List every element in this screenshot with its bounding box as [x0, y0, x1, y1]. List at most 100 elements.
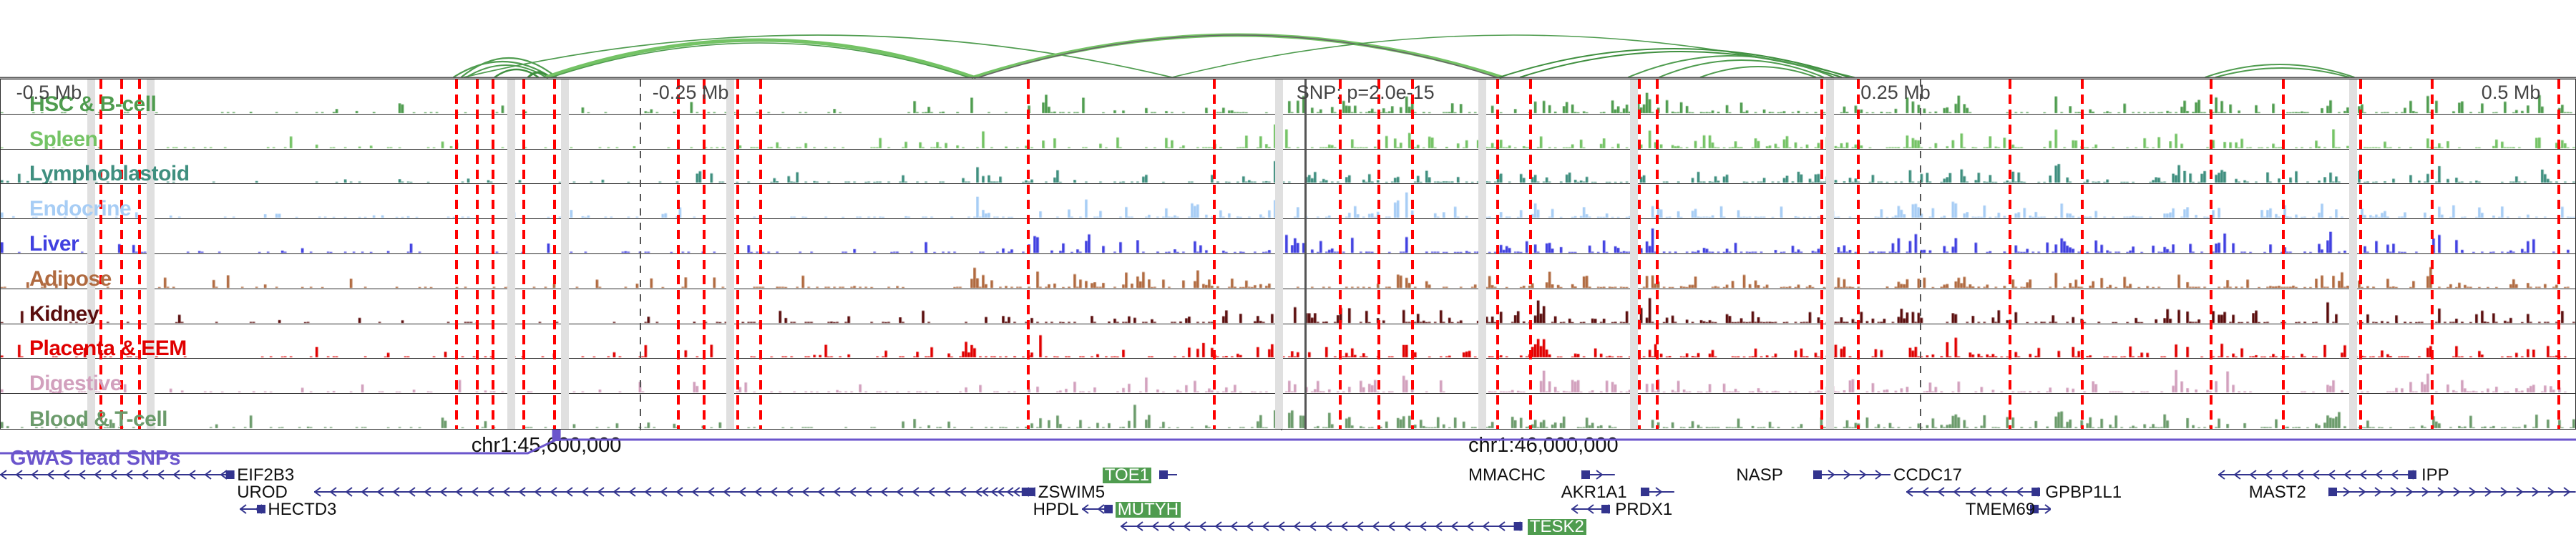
loop-arc	[978, 34, 1497, 78]
loop-arc	[463, 34, 1173, 78]
gene-body[interactable]	[2029, 501, 2051, 517]
gene-annotation[interactable]: TESK2	[1527, 518, 1586, 535]
gene-body[interactable]	[1159, 467, 1178, 483]
gene-body[interactable]	[239, 501, 265, 517]
loop-arc	[460, 57, 557, 78]
gene-annotation-panel: GWAS lead SNPs chr1:45,600,000 chr1:46,0…	[0, 430, 2576, 537]
gene-annotation[interactable]: ZSWIM5	[1038, 482, 1106, 502]
gene-annotation[interactable]: IPP	[2421, 465, 2449, 485]
signal-track-endocrine[interactable]: Endocrine	[1, 184, 2575, 220]
gene-body[interactable]	[0, 467, 235, 483]
loop-arc	[1498, 48, 1850, 78]
gene-name-label[interactable]: GPBP1L1	[2045, 482, 2122, 502]
gene-annotation[interactable]: GPBP1L1	[2045, 482, 2122, 502]
loop-arc	[1627, 55, 1835, 78]
loop-arc	[2215, 67, 2350, 78]
loop-arc	[494, 68, 540, 78]
gene-name-label[interactable]: TMEM69	[1965, 499, 2036, 519]
signal-histogram	[1, 324, 2575, 359]
axis-label: -0.25 Mb	[652, 82, 729, 103]
gene-name-label[interactable]: CCDC17	[1893, 465, 1963, 485]
gene-annotation[interactable]: HECTD3	[268, 499, 337, 519]
gene-annotation[interactable]: MMACHC	[1468, 465, 1546, 485]
gene-annotation[interactable]: UROD	[237, 482, 288, 502]
loop-arc	[2205, 64, 2355, 78]
loop-arc	[453, 61, 552, 78]
axis-label: -0.5 Mb	[16, 82, 82, 103]
signal-track-digestive[interactable]: Digestive	[1, 359, 2575, 395]
gene-annotation[interactable]: PRDX1	[1615, 499, 1673, 519]
gene-annotation[interactable]: NASP	[1736, 465, 1783, 485]
axis-tick	[639, 79, 641, 430]
gene-annotation[interactable]: HPDL	[1033, 499, 1079, 519]
gene-name-label[interactable]: AKR1A1	[1561, 482, 1627, 502]
axis-label: SNP: p=2.0e-15	[1296, 82, 1435, 103]
signal-histogram	[1, 253, 2575, 289]
gwas-lead-snps-track[interactable]: GWAS lead SNPs chr1:45,600,000 chr1:46,0…	[0, 430, 2576, 470]
signal-track-blood-t-cell[interactable]: Blood & T-cell	[1, 394, 2575, 429]
gene-name-label[interactable]: HECTD3	[268, 499, 337, 519]
gwas-lead-snp-marker	[552, 430, 561, 441]
gene-annotation[interactable]: MAST2	[2248, 482, 2306, 502]
coordinate-label-right: chr1:46,000,000	[1468, 434, 1619, 457]
gene-row: HECTD3 HPDL MUTYH PRDX1 TMEM69	[0, 499, 2576, 519]
gene-body[interactable]	[1121, 518, 1523, 534]
gene-body[interactable]	[1906, 484, 2041, 500]
signal-histogram	[1, 149, 2575, 184]
axis-tick	[1281, 79, 1283, 430]
signal-track-hsc-b-cell[interactable]: HSC & B-cell	[1, 79, 2575, 115]
gene-row: EIF2B3 TOE1 MMACHC NASP CCDC17 IPP	[0, 465, 2576, 485]
gene-annotation[interactable]: TOE1	[1102, 466, 1152, 483]
axis-label: 0.5 Mb	[2481, 82, 2541, 103]
gene-name-label[interactable]: TOE1	[1102, 466, 1152, 483]
signal-track-liver[interactable]: Liver	[1, 219, 2575, 254]
gene-name-label[interactable]: MMACHC	[1468, 465, 1546, 485]
gene-name-label[interactable]: UROD	[237, 482, 288, 502]
loop-arc	[1699, 66, 1817, 78]
gene-name-label[interactable]: HPDL	[1033, 499, 1079, 519]
gene-body[interactable]	[2328, 484, 2576, 500]
gwas-track-label: GWAS lead SNPs	[10, 447, 181, 470]
loop-arc	[545, 38, 975, 79]
signal-track-lymphoblastoid[interactable]: Lymphoblastoid	[1, 149, 2575, 185]
gene-annotation[interactable]: MUTYH	[1115, 500, 1181, 518]
gene-name-label[interactable]: PRDX1	[1615, 499, 1673, 519]
gene-body[interactable]	[1813, 467, 1891, 483]
gene-name-label[interactable]: NASP	[1736, 465, 1783, 485]
signal-histogram	[1, 359, 2575, 394]
gene-body[interactable]	[1641, 484, 1674, 500]
signal-histogram	[1, 184, 2575, 219]
signal-histogram	[1, 219, 2575, 253]
gene-annotation[interactable]: EIF2B3	[237, 465, 295, 485]
axis-tick	[1920, 79, 1921, 430]
gene-name-label[interactable]: EIF2B3	[237, 465, 295, 485]
gene-name-label[interactable]: IPP	[2421, 465, 2449, 485]
signal-track-adipose[interactable]: Adipose	[1, 253, 2575, 289]
gene-body[interactable]	[981, 484, 1036, 500]
loop-arc	[551, 42, 969, 78]
chromatin-loop-arcs	[0, 0, 2576, 79]
gene-annotation[interactable]: AKR1A1	[1561, 482, 1627, 502]
gene-annotation[interactable]: CCDC17	[1893, 465, 1963, 485]
gene-body[interactable]	[314, 484, 1030, 500]
signal-track-kidney[interactable]: Kidney	[1, 289, 2575, 324]
gene-body[interactable]	[1571, 501, 1610, 517]
gene-name-label[interactable]: MUTYH	[1115, 500, 1181, 518]
gene-body[interactable]	[2218, 467, 2416, 483]
signal-track-panel: HSC & B-cell Spleen Lymphoblastoid Endocrin…	[0, 79, 2576, 430]
signal-histogram	[1, 394, 2575, 429]
signal-track-placenta-eem[interactable]: Placenta & EEM	[1, 324, 2575, 359]
gene-name-label[interactable]: MAST2	[2248, 482, 2306, 502]
gene-annotation[interactable]: TMEM69	[1965, 499, 2036, 519]
gene-body[interactable]	[1082, 501, 1113, 517]
gene-body[interactable]	[1581, 467, 1616, 483]
gene-name-label[interactable]: TESK2	[1527, 518, 1586, 535]
signal-histogram	[1, 289, 2575, 324]
gene-row: UROD ZSWIM5 AKR1A1 GPBP1L1 MAST2	[0, 482, 2576, 502]
gene-row: TESK2	[0, 518, 2576, 535]
signal-track-spleen[interactable]: Spleen	[1, 114, 2575, 150]
signal-histogram	[1, 79, 2575, 114]
axis-label: 0.25 Mb	[1860, 82, 1931, 103]
gene-name-label[interactable]: ZSWIM5	[1038, 482, 1106, 502]
